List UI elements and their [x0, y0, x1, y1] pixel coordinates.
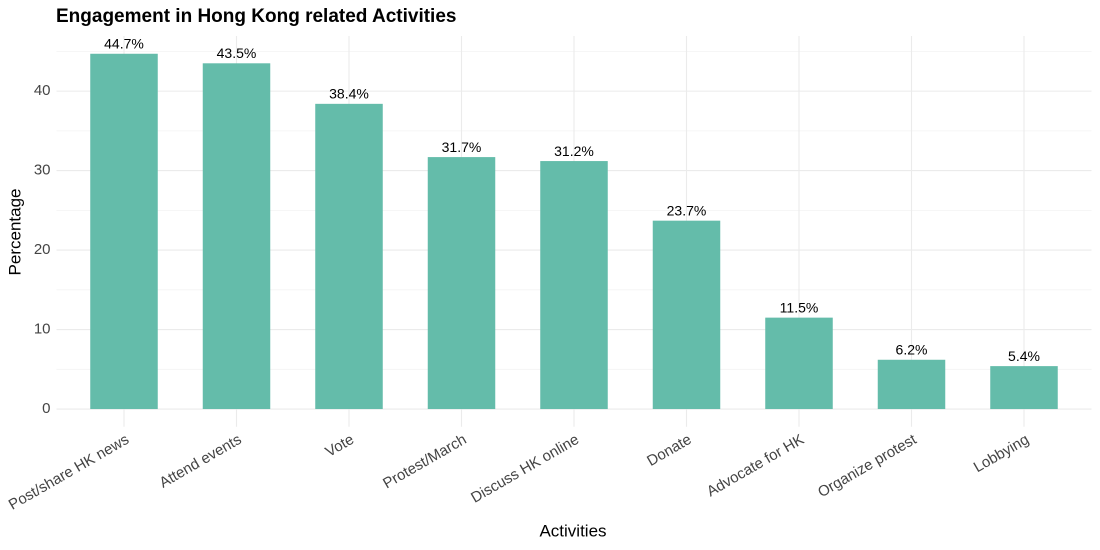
- value-label: 31.7%: [442, 139, 482, 155]
- y-axis-title: Percentage: [5, 189, 24, 276]
- y-tick-label: 10: [34, 321, 51, 338]
- x-tick-label: Donate: [644, 431, 694, 470]
- x-tick-label: Post/share HK news: [6, 431, 132, 514]
- x-tick-label: Discuss HK online: [468, 431, 582, 507]
- x-tick-label: Advocate for HK: [704, 431, 807, 500]
- x-tick-label: Protest/March: [380, 431, 469, 492]
- bar: [427, 157, 496, 410]
- x-tick-label: Attend events: [157, 431, 245, 492]
- x-axis-title: Activities: [539, 521, 606, 540]
- y-tick-label: 40: [34, 82, 51, 99]
- bar: [540, 161, 608, 410]
- bar: [990, 366, 1058, 410]
- value-label: 6.2%: [896, 341, 928, 357]
- y-tick-label: 30: [34, 162, 51, 179]
- value-label: 44.7%: [104, 35, 144, 51]
- bar: [765, 317, 833, 410]
- bar: [652, 220, 721, 410]
- bar: [202, 63, 271, 410]
- chart-title: Engagement in Hong Kong related Activiti…: [56, 6, 456, 27]
- y-tick-label: 20: [34, 241, 51, 258]
- y-tick-label: 0: [42, 400, 50, 417]
- value-label: 5.4%: [1008, 348, 1040, 364]
- value-label: 31.2%: [554, 143, 594, 159]
- bar: [877, 359, 946, 410]
- value-label: 23.7%: [667, 202, 707, 218]
- value-label: 43.5%: [217, 45, 257, 61]
- x-tick-label: Vote: [322, 431, 357, 461]
- value-label: 38.4%: [329, 86, 369, 102]
- value-label: 11.5%: [780, 299, 819, 315]
- bar: [315, 103, 383, 410]
- x-tick-label: Organize protest: [815, 431, 920, 502]
- x-tick-label: Lobbying: [971, 431, 1032, 476]
- bar: [90, 53, 158, 410]
